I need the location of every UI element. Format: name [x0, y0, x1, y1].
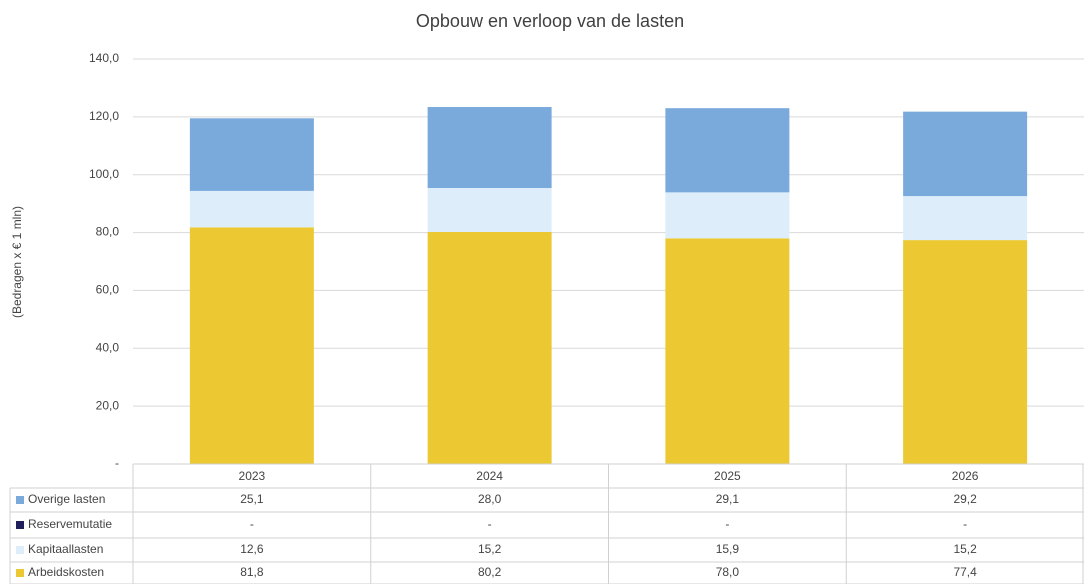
x-tick-label: 2025	[714, 469, 741, 483]
legend-swatch	[16, 521, 24, 529]
bar-segment	[189, 227, 314, 464]
chart-title: Opbouw en verloop van de lasten	[416, 11, 684, 31]
table-value: 12,6	[240, 542, 264, 556]
bar-segment	[427, 107, 552, 189]
legend-label: Reservemutatie	[28, 517, 112, 531]
y-tick-label: 120,0	[89, 109, 119, 123]
y-tick-label: 140,0	[89, 51, 119, 65]
y-tick-label: 40,0	[96, 340, 120, 354]
table-value: 25,1	[240, 492, 264, 506]
table-value: 15,2	[953, 542, 977, 556]
table-value: 28,0	[478, 492, 502, 506]
table-value: -	[963, 517, 967, 531]
y-tick-label: 80,0	[96, 225, 120, 239]
legend-label: Overige lasten	[28, 492, 105, 506]
bar-segment	[665, 192, 790, 239]
table-value: 29,1	[716, 492, 740, 506]
table-value: 15,9	[716, 542, 740, 556]
y-tick-label: 100,0	[89, 167, 119, 181]
table-value: 77,4	[953, 565, 977, 579]
legend-swatch	[16, 546, 24, 554]
table-value: 80,2	[478, 565, 502, 579]
table-value: -	[250, 517, 254, 531]
bar-segment	[903, 111, 1028, 197]
bar-segment	[665, 238, 790, 464]
y-tick-label: -	[115, 456, 119, 470]
table-value: 29,2	[953, 492, 977, 506]
y-axis-label: (Bedragen x € 1 mln)	[10, 206, 24, 318]
y-tick-label: 20,0	[96, 398, 120, 412]
y-tick-label: 60,0	[96, 283, 120, 297]
legend-swatch	[16, 569, 24, 577]
bar-segment	[189, 118, 314, 191]
bar-segment	[665, 108, 790, 193]
table-value: 15,2	[478, 542, 502, 556]
legend-swatch	[16, 496, 24, 504]
table-value: -	[725, 517, 729, 531]
legend-label: Kapitaallasten	[28, 542, 103, 556]
table-value: 81,8	[240, 565, 264, 579]
bar-segment	[427, 231, 552, 464]
bar-segment	[427, 188, 552, 232]
bar-segment	[903, 240, 1028, 464]
bar-segment	[903, 196, 1028, 241]
x-tick-label: 2023	[239, 469, 266, 483]
legend-label: Arbeidskosten	[28, 565, 104, 579]
table-value: 78,0	[716, 565, 740, 579]
bar-segment	[189, 190, 314, 228]
table-value: -	[488, 517, 492, 531]
x-tick-label: 2024	[476, 469, 503, 483]
x-tick-label: 2026	[952, 469, 979, 483]
